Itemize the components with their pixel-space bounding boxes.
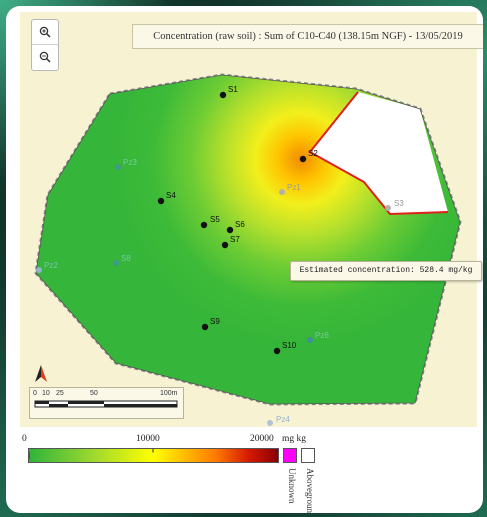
- svg-text:S6: S6: [235, 220, 245, 229]
- svg-text:S3: S3: [394, 199, 404, 208]
- svg-text:Pz3: Pz3: [123, 158, 137, 167]
- piezometer-pz2[interactable]: Pz2: [36, 261, 58, 273]
- concentration-tooltip: Estimated concentration: 528.4 mg/kg: [290, 261, 482, 281]
- svg-text:S2: S2: [308, 149, 318, 158]
- scale-label-50: 50: [90, 390, 98, 397]
- concentration-surface: [36, 75, 460, 404]
- map-svg: S1 S2 S4 S5 S6: [34, 73, 462, 426]
- legend-swatch-unknown: [283, 448, 297, 463]
- svg-text:Pz1: Pz1: [287, 183, 301, 192]
- sample-point-s10[interactable]: S10: [273, 341, 297, 355]
- legend-swatch-aboveground: [301, 448, 315, 463]
- point-s3[interactable]: S3: [385, 199, 404, 211]
- svg-text:Pz4: Pz4: [276, 415, 290, 424]
- svg-text:Pz2: Pz2: [44, 261, 58, 270]
- zoom-out-icon: [39, 51, 51, 63]
- sample-point-s9[interactable]: S9: [201, 317, 221, 331]
- sample-point-s4[interactable]: S4: [157, 191, 177, 205]
- svg-text:S8: S8: [121, 254, 131, 263]
- legend-mid: 10000: [136, 434, 160, 444]
- svg-text:Pz6: Pz6: [315, 331, 329, 340]
- site-outline: [35, 74, 461, 405]
- sample-point-s6[interactable]: S6: [226, 220, 246, 234]
- point-pz1[interactable]: Pz1: [279, 183, 301, 195]
- zoom-out-button[interactable]: [32, 45, 58, 69]
- legend-color-ramp: [28, 448, 279, 463]
- map-card: S1 S2 S4 S5 S6: [6, 6, 483, 513]
- legend-max: 20000: [250, 434, 274, 444]
- svg-text:S4: S4: [166, 191, 176, 200]
- zoom-in-button[interactable]: [32, 20, 58, 45]
- svg-text:S7: S7: [230, 235, 240, 244]
- zoom-in-icon: [39, 26, 51, 38]
- scale-label-0: 0: [33, 390, 37, 397]
- zoom-control: [31, 19, 59, 71]
- aboveground-boundary: [308, 91, 449, 216]
- scale-label-10: 10: [42, 390, 50, 397]
- aboveground-zone: [310, 92, 448, 214]
- legend-label-unknown: Unknown: [287, 468, 297, 504]
- sample-point-s1[interactable]: S1: [219, 85, 239, 99]
- svg-text:S10: S10: [282, 341, 297, 350]
- legend-unit: mg kg: [282, 434, 307, 444]
- sample-point-s7[interactable]: S7: [221, 235, 241, 249]
- scale-label-25: 25: [56, 390, 64, 397]
- svg-text:S1: S1: [228, 85, 238, 94]
- map-canvas[interactable]: S1 S2 S4 S5 S6: [20, 12, 483, 427]
- map-title: Concentration (raw soil) : Sum of C10-C4…: [132, 24, 483, 49]
- piezometer-pz3[interactable]: Pz3: [115, 158, 137, 170]
- scale-bar-graphic: [34, 400, 178, 408]
- piezometer-s8[interactable]: S8: [113, 254, 131, 266]
- legend-min: 0: [22, 434, 27, 444]
- point-pz4[interactable]: Pz4: [267, 415, 290, 426]
- scale-label-100m: 100m: [160, 390, 178, 397]
- piezometer-pz6[interactable]: Pz6: [307, 331, 329, 343]
- svg-text:S9: S9: [210, 317, 220, 326]
- sample-point-s2[interactable]: S2: [299, 149, 319, 163]
- scale-bar: 0 10 25 50 100m: [29, 387, 184, 419]
- north-arrow-icon: [35, 365, 47, 382]
- sample-point-s5[interactable]: S5: [200, 215, 221, 229]
- legend-label-aboveground: Aboveground: [305, 468, 315, 513]
- svg-text:S5: S5: [210, 215, 220, 224]
